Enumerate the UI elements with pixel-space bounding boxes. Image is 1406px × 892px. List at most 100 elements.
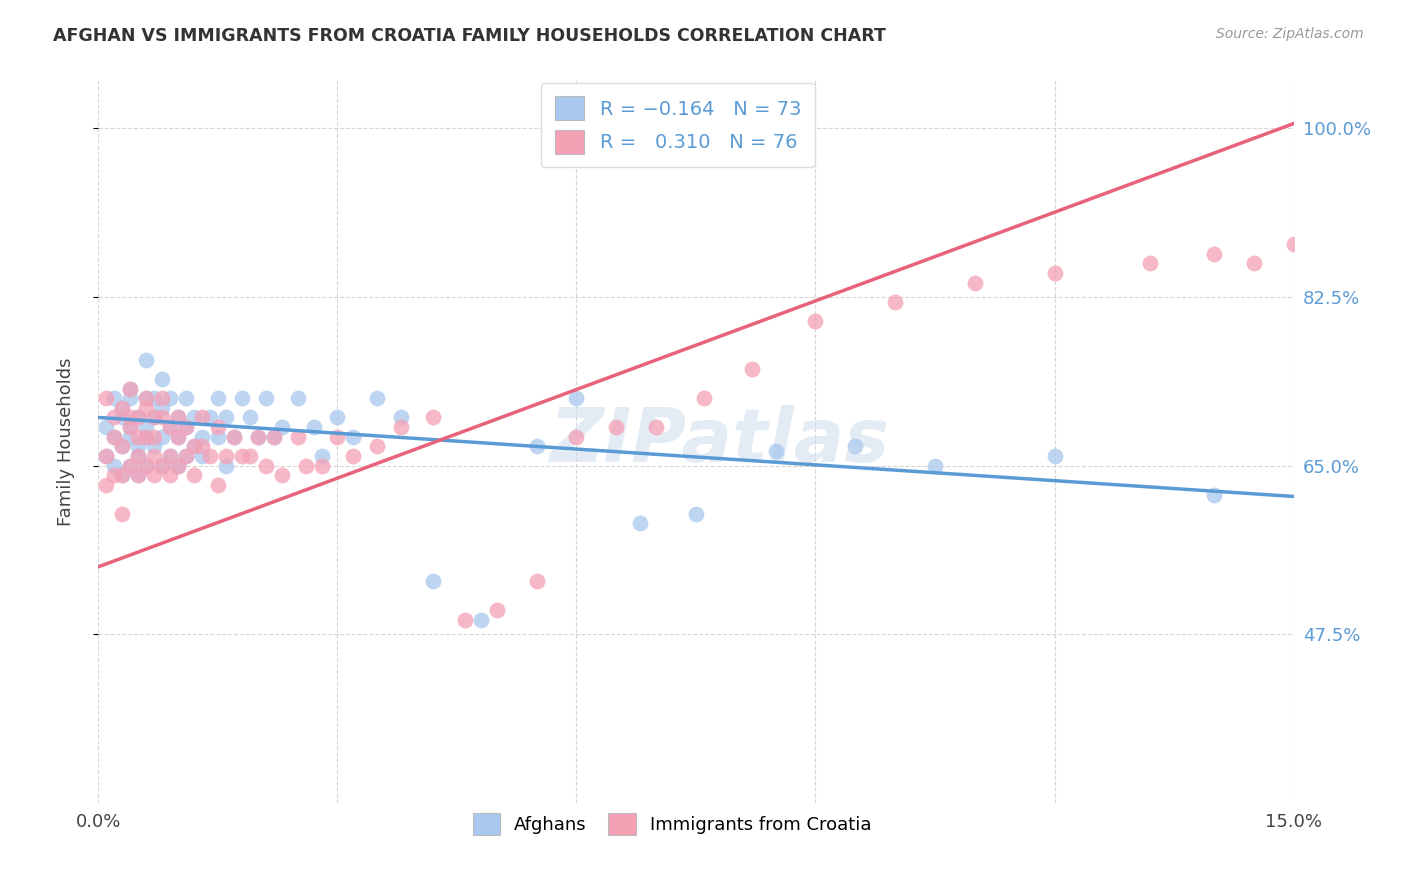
Point bbox=[135, 458, 157, 473]
Point bbox=[120, 420, 142, 434]
Point bbox=[174, 420, 197, 434]
Point bbox=[526, 439, 548, 453]
Point bbox=[1282, 237, 1305, 252]
Point bbox=[150, 458, 173, 473]
Point bbox=[111, 439, 134, 453]
Point bbox=[191, 410, 214, 425]
Point bbox=[96, 449, 118, 463]
Point bbox=[159, 449, 181, 463]
Point bbox=[150, 410, 173, 425]
Point bbox=[127, 468, 149, 483]
Point bbox=[844, 439, 866, 453]
Point bbox=[1139, 256, 1161, 270]
Point bbox=[366, 439, 388, 453]
Point bbox=[565, 391, 588, 405]
Point bbox=[159, 391, 181, 405]
Point bbox=[191, 430, 214, 444]
Point bbox=[366, 391, 388, 405]
Point bbox=[270, 468, 292, 483]
Point bbox=[120, 391, 142, 405]
Point bbox=[222, 430, 245, 444]
Point bbox=[120, 420, 142, 434]
Point bbox=[1202, 246, 1225, 260]
Point bbox=[167, 458, 190, 473]
Point bbox=[135, 391, 157, 405]
Point bbox=[628, 516, 651, 531]
Point bbox=[287, 430, 309, 444]
Point bbox=[103, 468, 125, 483]
Point bbox=[198, 410, 221, 425]
Point bbox=[111, 410, 134, 425]
Point bbox=[135, 391, 157, 405]
Point bbox=[389, 420, 412, 434]
Point bbox=[120, 430, 142, 444]
Point bbox=[183, 468, 205, 483]
Point bbox=[1043, 449, 1066, 463]
Point bbox=[1043, 266, 1066, 280]
Point bbox=[342, 449, 364, 463]
Point bbox=[135, 352, 157, 367]
Point bbox=[485, 603, 508, 617]
Point bbox=[150, 458, 173, 473]
Point bbox=[135, 430, 157, 444]
Point bbox=[207, 391, 229, 405]
Legend: Afghans, Immigrants from Croatia: Afghans, Immigrants from Croatia bbox=[464, 805, 880, 845]
Point bbox=[103, 410, 125, 425]
Point bbox=[254, 458, 277, 473]
Point bbox=[963, 276, 986, 290]
Point bbox=[207, 478, 229, 492]
Point bbox=[103, 458, 125, 473]
Point bbox=[111, 439, 134, 453]
Point bbox=[254, 391, 277, 405]
Point bbox=[159, 420, 181, 434]
Point bbox=[167, 430, 190, 444]
Text: ZIPatlas: ZIPatlas bbox=[550, 405, 890, 478]
Point bbox=[470, 613, 492, 627]
Point bbox=[526, 574, 548, 589]
Point bbox=[143, 439, 166, 453]
Point bbox=[111, 401, 134, 415]
Point bbox=[924, 458, 946, 473]
Point bbox=[207, 430, 229, 444]
Point bbox=[884, 294, 907, 309]
Point bbox=[167, 410, 190, 425]
Point bbox=[311, 449, 333, 463]
Point bbox=[127, 410, 149, 425]
Point bbox=[231, 449, 253, 463]
Point bbox=[111, 401, 134, 415]
Point bbox=[239, 410, 262, 425]
Point bbox=[143, 449, 166, 463]
Point bbox=[454, 613, 477, 627]
Text: Source: ZipAtlas.com: Source: ZipAtlas.com bbox=[1216, 27, 1364, 41]
Point bbox=[96, 478, 118, 492]
Point bbox=[191, 439, 214, 453]
Point bbox=[231, 391, 253, 405]
Point bbox=[174, 420, 197, 434]
Point bbox=[645, 420, 668, 434]
Point bbox=[111, 507, 134, 521]
Point bbox=[741, 362, 763, 376]
Point bbox=[294, 458, 316, 473]
Point bbox=[183, 439, 205, 453]
Point bbox=[120, 458, 142, 473]
Point bbox=[174, 449, 197, 463]
Point bbox=[127, 439, 149, 453]
Point bbox=[135, 420, 157, 434]
Point bbox=[1202, 487, 1225, 501]
Point bbox=[422, 410, 444, 425]
Point bbox=[96, 391, 118, 405]
Point bbox=[167, 458, 190, 473]
Point bbox=[150, 391, 173, 405]
Point bbox=[143, 391, 166, 405]
Point bbox=[159, 449, 181, 463]
Point bbox=[222, 430, 245, 444]
Text: AFGHAN VS IMMIGRANTS FROM CROATIA FAMILY HOUSEHOLDS CORRELATION CHART: AFGHAN VS IMMIGRANTS FROM CROATIA FAMILY… bbox=[53, 27, 886, 45]
Point bbox=[127, 468, 149, 483]
Point bbox=[111, 468, 134, 483]
Point bbox=[150, 430, 173, 444]
Point bbox=[263, 430, 285, 444]
Point bbox=[127, 449, 149, 463]
Point bbox=[685, 507, 707, 521]
Point bbox=[342, 430, 364, 444]
Point bbox=[127, 410, 149, 425]
